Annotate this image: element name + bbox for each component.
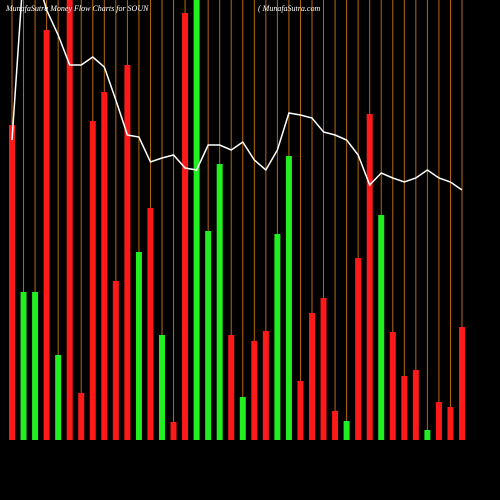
bar (285, 156, 292, 440)
bar (20, 292, 27, 440)
bar (66, 0, 73, 440)
bar (343, 421, 350, 440)
bar (378, 215, 385, 440)
bar (412, 370, 419, 440)
bar (355, 258, 362, 440)
bar (332, 411, 339, 440)
bar (147, 208, 154, 440)
bar (251, 341, 258, 440)
bar (182, 13, 189, 440)
bar (435, 402, 442, 440)
chart-title: MunafaSutra Money Flow Charts for SOUN (5, 4, 149, 13)
bar (228, 335, 235, 440)
bar (262, 331, 269, 440)
bar (159, 335, 165, 440)
money-flow-line (11, 0, 463, 191)
bar (239, 397, 246, 440)
bar (320, 298, 327, 440)
bar (309, 313, 315, 440)
bar (297, 381, 304, 440)
bar (366, 114, 373, 440)
bar (32, 292, 39, 440)
bar (389, 332, 396, 440)
bar (101, 92, 108, 440)
bar (447, 407, 454, 440)
bar (112, 281, 119, 440)
line-layer (11, 0, 463, 191)
bar (193, 0, 200, 440)
bar (55, 355, 62, 440)
bar (216, 164, 223, 440)
bar (459, 327, 465, 440)
bar (78, 393, 85, 440)
bar (89, 121, 96, 440)
bars (9, 0, 465, 440)
bar (424, 430, 431, 440)
bar (205, 231, 212, 440)
bar (401, 376, 408, 440)
bar (135, 252, 142, 440)
bar (170, 422, 177, 440)
bar (274, 234, 281, 440)
bar (124, 65, 131, 440)
bar (9, 125, 15, 440)
chart-subtitle: ( MunafaSutra.com (258, 4, 320, 13)
bar (43, 30, 50, 440)
